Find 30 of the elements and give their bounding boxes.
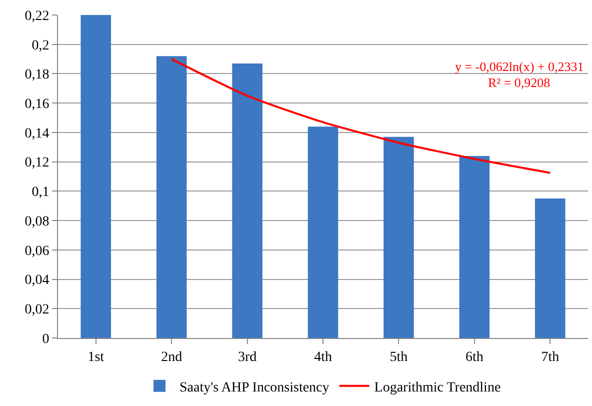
y-tick-label: 0,14 [24, 126, 50, 142]
bar [535, 198, 566, 338]
x-tick-label: 7th [541, 350, 560, 365]
y-tick-label: 0,22 [24, 8, 50, 24]
annotation: R² = 0,9208 [488, 75, 550, 90]
annotation: y = -0,062ln(x) + 0,2331 [455, 59, 584, 74]
bar [156, 56, 187, 338]
y-tick-label: 0,02 [24, 302, 50, 318]
y-tick-label: 0,06 [24, 244, 50, 259]
y-tick-label: 0,2 [32, 38, 50, 54]
y-tick-label: 0,04 [24, 273, 50, 288]
x-tick-label: 6th [465, 350, 484, 365]
x-tick-label: 2nd [161, 350, 182, 365]
y-tick-label: 0,1 [32, 185, 50, 200]
bar [80, 15, 111, 338]
legend-label: Saaty's AHP Inconsistency [180, 380, 330, 396]
x-tick-label: 4th [314, 350, 332, 365]
bar [384, 136, 414, 338]
x-tick-label: 5th [390, 350, 408, 365]
y-tick-label: 0,08 [24, 214, 50, 230]
y-tick-label: 0,12 [24, 156, 50, 171]
x-tick-label: 1st [88, 350, 104, 365]
x-tick-label: 3rd [238, 350, 257, 365]
y-tick-label: 0,18 [24, 68, 50, 83]
y-tick-label: 0,16 [24, 96, 50, 112]
legend-label: Logarithmic Trendline [374, 380, 501, 396]
bar [459, 156, 490, 338]
y-tick-label: 0 [42, 332, 50, 347]
bar [308, 126, 338, 338]
bar [232, 63, 262, 338]
